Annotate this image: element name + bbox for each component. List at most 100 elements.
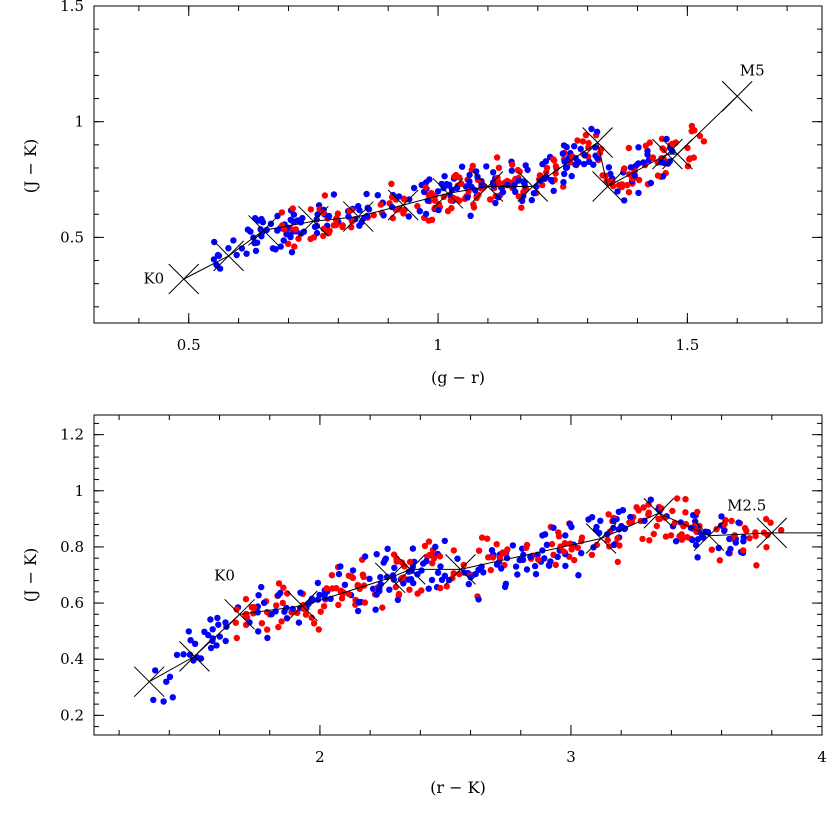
top-point-red <box>388 180 395 187</box>
bottom-point-blue <box>619 507 627 514</box>
bottom-panel: (r − K) (J − K) 2 3 4 0.2 0.4 0.6 0.8 1 1.2 K0 M2… <box>21 414 827 797</box>
top-point-blue <box>395 193 403 200</box>
bottom-point-blue <box>502 580 510 587</box>
top-annotations: K0 M5 <box>143 61 764 287</box>
bottom-sequence <box>133 497 822 698</box>
top-point-red <box>370 212 377 219</box>
bottom-point-red <box>425 538 433 545</box>
top-point-blue <box>380 212 387 219</box>
bottom-point-blue <box>627 513 634 521</box>
top-point-red <box>509 161 516 168</box>
bottom-marker-stroke <box>224 598 255 630</box>
bottom-point-red <box>753 562 760 569</box>
top-point-red <box>686 155 694 162</box>
bottom-point-red <box>605 511 612 518</box>
top-point-blue <box>426 176 433 183</box>
bottom-point-blue <box>191 640 199 647</box>
top-point-red <box>550 157 558 164</box>
top-point-blue <box>356 222 363 229</box>
bottom-y-tick-label: 0.6 <box>60 594 84 612</box>
top-point-red <box>515 193 522 200</box>
top-marker-stroke <box>168 263 200 295</box>
bottom-point-red <box>721 520 728 528</box>
bottom-point-blue <box>588 514 596 521</box>
top-annotation-m5: M5 <box>740 61 765 79</box>
top-point-blue <box>446 181 453 188</box>
bottom-point-red <box>740 547 747 554</box>
top-point-red <box>579 138 587 145</box>
bottom-point-red <box>716 557 723 564</box>
top-point-red <box>278 209 286 216</box>
top-point-red <box>289 205 296 212</box>
bottom-sequence-marker <box>394 554 426 585</box>
bottom-point-red <box>335 601 342 609</box>
bottom-point-red <box>301 605 308 613</box>
bottom-point-red <box>763 515 770 523</box>
bottom-point-blue <box>514 571 521 578</box>
top-point-blue <box>467 212 474 219</box>
top-point-red <box>620 166 628 173</box>
bottom-point-blue <box>414 571 421 578</box>
bottom-point-red <box>713 526 720 533</box>
top-sequence-marker <box>517 171 549 202</box>
top-point-blue <box>640 159 647 166</box>
bottom-point-blue <box>215 621 222 628</box>
bottom-point-blue <box>309 596 316 603</box>
bottom-point-blue <box>512 563 520 570</box>
bottom-point-red <box>741 524 749 532</box>
top-y-tick-label: 0.5 <box>60 228 84 246</box>
bottom-point-blue <box>441 537 448 545</box>
bottom-point-blue <box>610 517 617 524</box>
bottom-point-blue <box>197 655 205 662</box>
top-point-red <box>401 206 408 213</box>
top-sequence-marker <box>592 171 623 202</box>
top-point-red <box>348 224 355 231</box>
bottom-point-red <box>406 558 414 566</box>
bottom-point-red <box>390 551 398 558</box>
top-marker-stroke <box>652 138 683 170</box>
bottom-marker-stroke <box>287 590 318 622</box>
bottom-sequence-marker <box>179 641 210 672</box>
top-point-blue <box>530 190 538 197</box>
bottom-point-red <box>359 571 367 578</box>
top-point-blue <box>473 168 480 175</box>
top-point-red <box>346 207 353 215</box>
bottom-point-red <box>475 547 483 554</box>
bottom-point-red <box>487 566 494 574</box>
top-marker-stroke <box>213 240 244 272</box>
bottom-point-blue <box>268 611 275 618</box>
bottom-annotation-m2-5: M2.5 <box>727 496 766 514</box>
top-point-red <box>292 226 299 233</box>
bottom-sequence-marker <box>224 598 255 630</box>
top-sequence-marker <box>662 138 693 170</box>
top-point-blue <box>580 160 588 168</box>
top-sequence-marker <box>652 138 683 170</box>
top-data-points <box>210 122 708 272</box>
bottom-point-blue <box>152 667 159 674</box>
top-point-blue <box>635 144 642 151</box>
bottom-point-red <box>496 554 504 561</box>
bottom-point-red <box>694 508 701 516</box>
bottom-point-red <box>273 602 280 609</box>
bottom-point-red <box>731 532 738 539</box>
bottom-marker-stroke <box>179 641 210 672</box>
top-panel: (g − r) (J − K) 0.5 1 1.5 0.5 1 1.5 K0 M5 <box>21 0 823 387</box>
top-ticks: 0.5 1 1.5 0.5 1 1.5 <box>60 0 822 354</box>
top-point-blue <box>508 167 515 174</box>
top-point-blue <box>571 143 578 150</box>
bottom-point-red <box>535 556 542 563</box>
bottom-point-red <box>233 606 240 613</box>
top-point-blue <box>635 189 642 197</box>
bottom-point-blue <box>258 583 265 591</box>
top-point-red <box>552 163 560 170</box>
bottom-point-red <box>360 582 368 589</box>
bottom-point-blue <box>400 580 407 587</box>
bottom-point-blue <box>255 592 262 599</box>
bottom-point-blue <box>672 538 680 545</box>
bottom-point-red <box>645 509 652 516</box>
top-point-red <box>649 154 657 161</box>
bottom-point-blue <box>349 567 357 574</box>
bottom-marker-stroke <box>445 554 476 585</box>
top-point-blue <box>512 188 519 195</box>
bottom-point-blue <box>498 565 505 572</box>
